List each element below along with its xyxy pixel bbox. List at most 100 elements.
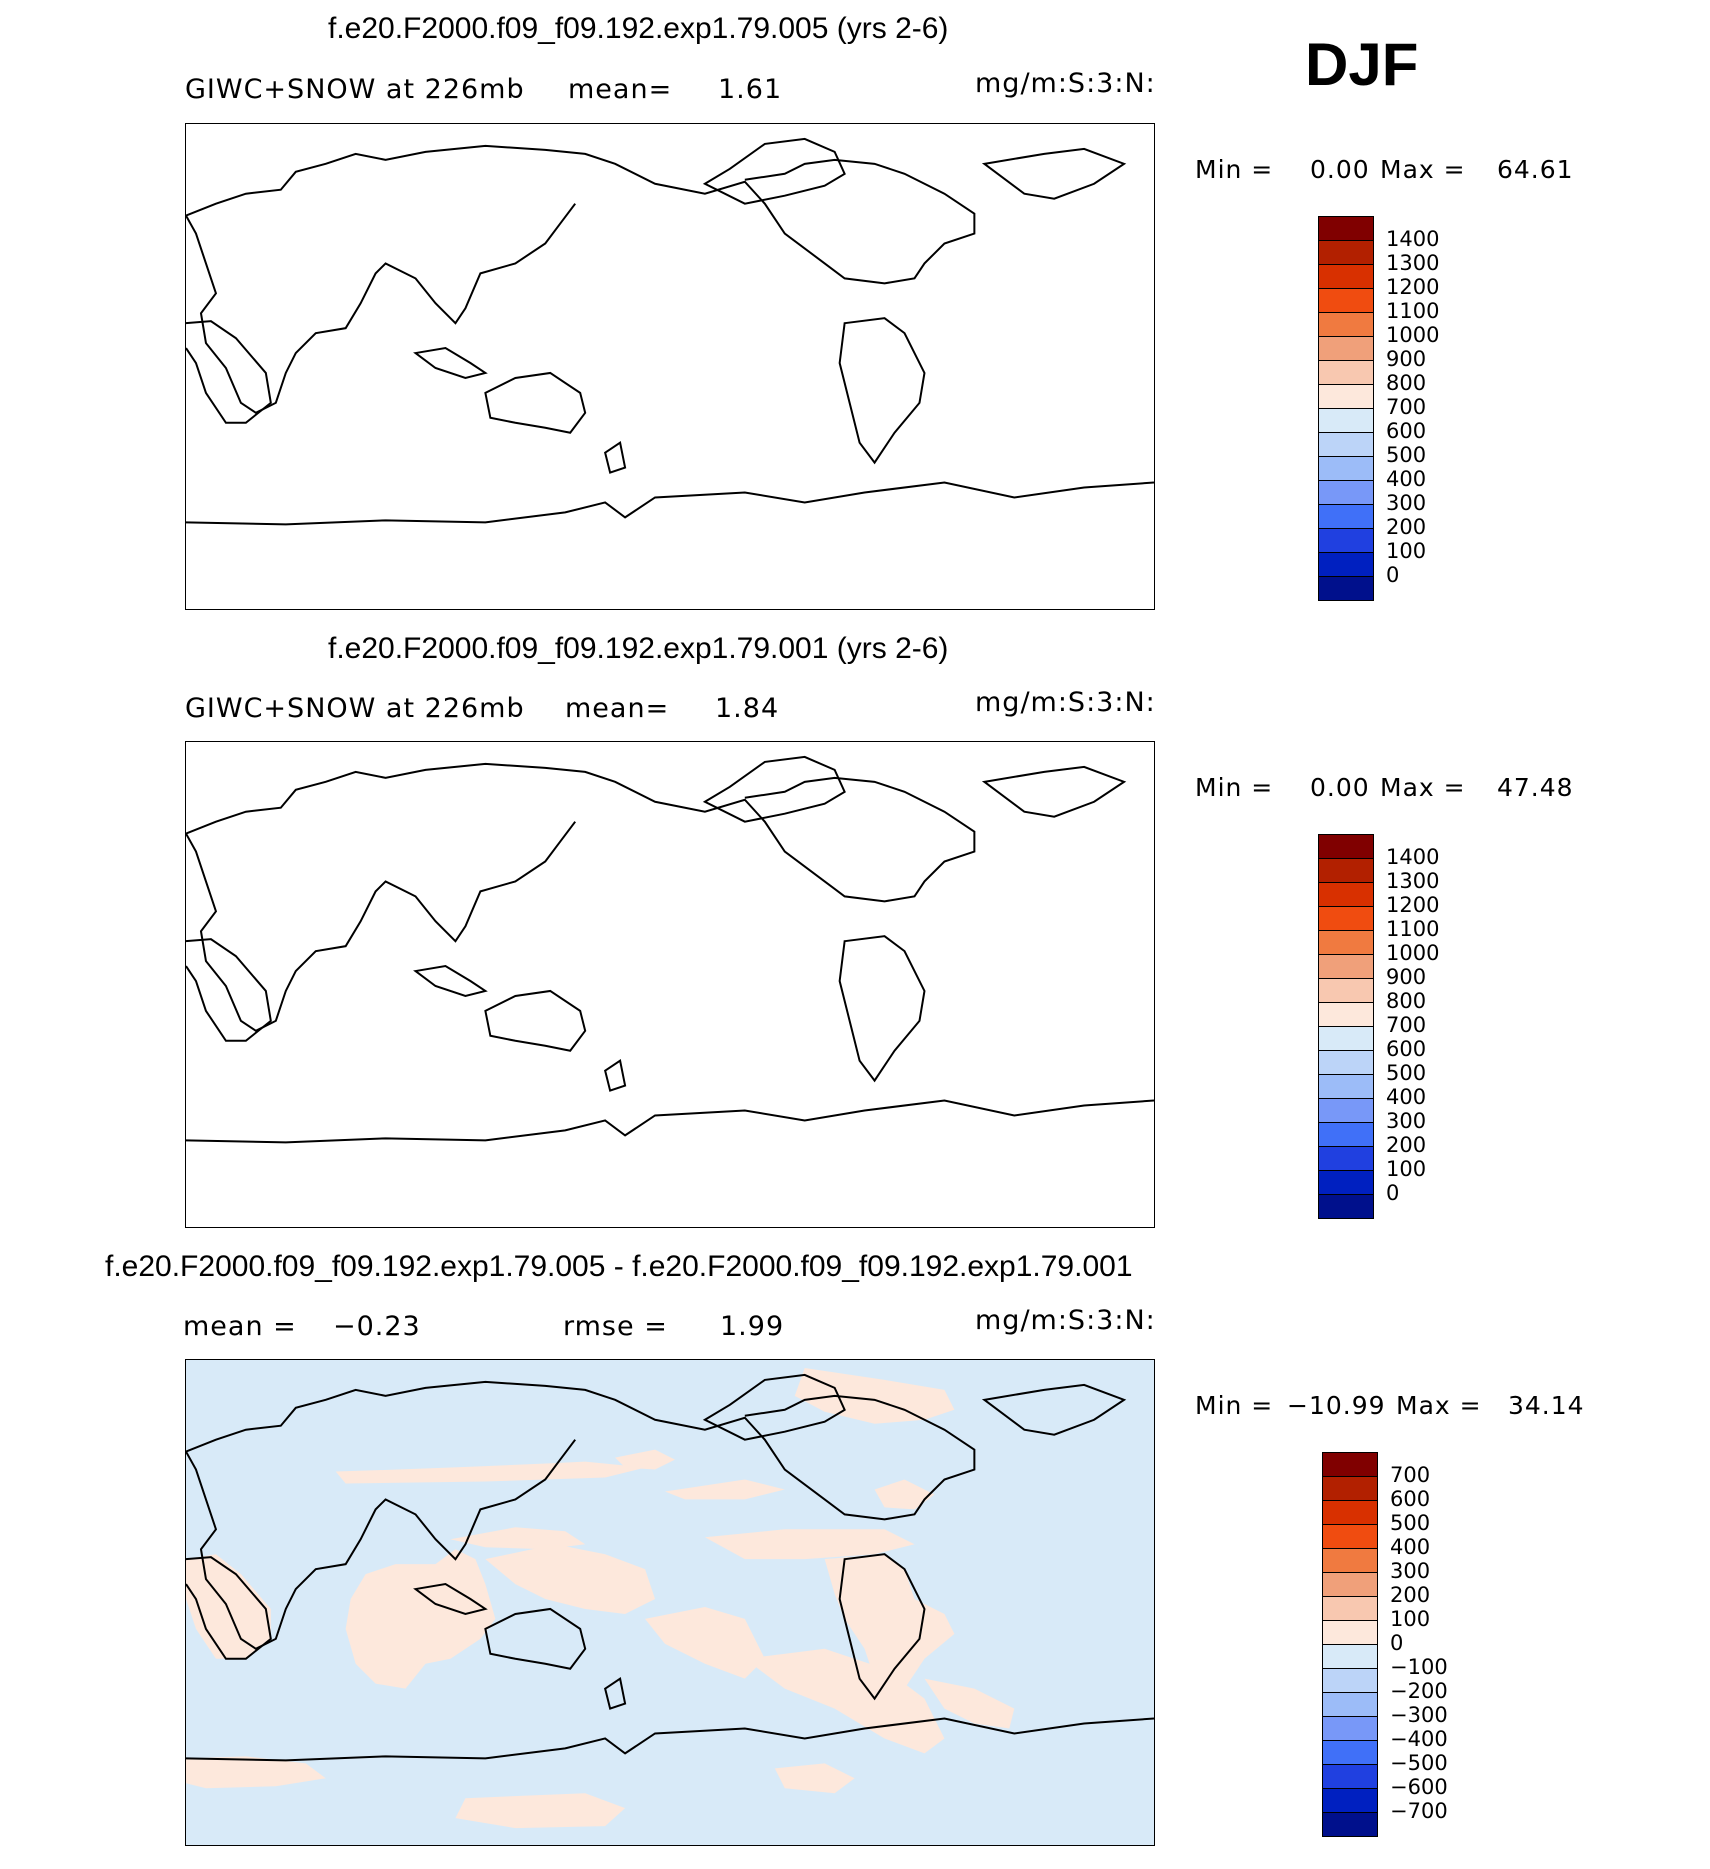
panel3-mean-value: −0.23 [333,1311,421,1342]
coastline-path [186,938,272,1042]
panel3-min-value: −10.99 [1287,1391,1386,1420]
coastline-path [186,1099,1154,1144]
colorbar-tick-label: 300 [1386,1109,1427,1133]
colorbar-swatch [1318,480,1374,505]
coastline-path [838,935,926,1083]
panel2-colorbar: 1400 1300 1200 1100 1000 900 800 700 600 500 400 30… [1318,834,1466,1219]
panel3-max-label: Max = [1396,1391,1482,1420]
colorbar-swatch [1322,1788,1378,1813]
colorbar-swatch [1322,1740,1378,1765]
coastline-path [484,989,587,1052]
panel2-max-value: 47.48 [1497,773,1574,802]
panel2-title: f.e20.F2000.f09_f09.192.exp1.79.001 (yrs… [328,632,949,665]
colorbar-swatch [1322,1524,1378,1549]
panel1-mean-label: mean= [568,74,673,105]
colorbar-tick-label: 1000 [1386,941,1440,965]
colorbar-tick-label: 1100 [1386,299,1440,323]
colorbar-tick-label: 100 [1386,1157,1427,1181]
panel1-variable-label: GIWC+SNOW at 226mb [185,74,525,105]
colorbar-tick-label: 600 [1386,419,1427,443]
panel1-max-label: Max = [1380,155,1466,184]
colorbar-swatch [1322,1572,1378,1597]
panel3-map [185,1359,1155,1846]
colorbar-swatch [1322,1476,1378,1501]
coastline-path [186,1380,976,1521]
colorbar-swatch [1322,1692,1378,1717]
coastline-path [186,762,976,903]
colorbar-swatch [1318,408,1374,433]
colorbar-swatch [1318,834,1374,859]
colorbar-tick-label: 100 [1390,1607,1431,1631]
colorbar-tick-label: 300 [1386,491,1427,515]
colorbar-swatch [1318,1146,1374,1171]
colorbar-swatch [1318,312,1374,337]
colorbar-swatch [1318,528,1374,553]
coastline-path [186,320,272,424]
colorbar-swatch [1318,432,1374,457]
colorbar-tick-label: −700 [1390,1799,1448,1823]
panel3-mean-label: mean = [183,1311,297,1342]
colorbar-swatch [1318,216,1374,241]
panel3-title: f.e20.F2000.f09_f09.192.exp1.79.005 - f.… [105,1250,1133,1283]
colorbar-tick-label: −500 [1390,1751,1448,1775]
colorbar-swatch [1318,882,1374,907]
panel2-mean-label: mean= [565,693,670,724]
colorbar-swatch [1318,1002,1374,1027]
colorbar-tick-label: 1400 [1386,227,1440,251]
colorbar-tick-label: 600 [1386,1037,1427,1061]
colorbar-tick-label: −400 [1390,1727,1448,1751]
colorbar-tick-label: 700 [1386,395,1427,419]
colorbar-swatch [1318,1098,1374,1123]
panel1-map [185,123,1155,610]
colorbar-tick-label: 400 [1386,1085,1427,1109]
colorbar-swatch [1318,1194,1374,1219]
panel3-min-label: Min = [1195,1391,1274,1420]
colorbar-swatch [1318,1074,1374,1099]
colorbar-tick-label: 200 [1386,1133,1427,1157]
panel2-variable-label: GIWC+SNOW at 226mb [185,693,525,724]
colorbar-swatch [1318,288,1374,313]
positive-difference-regions [186,1367,1015,1829]
colorbar-swatch [1322,1596,1378,1621]
panel1-min-label: Min = [1195,155,1274,184]
colorbar-tick-label: 1300 [1386,869,1440,893]
coastline-path [186,1439,576,1650]
coastline-path [981,1383,1127,1436]
panel1-min-value: 0.00 [1310,155,1370,184]
colorbar-tick-label: 700 [1386,1013,1427,1037]
coastline-path [413,347,488,379]
colorbar-tick-label: 200 [1390,1583,1431,1607]
panel1-coastlines [186,137,1154,526]
panel3-rmse-value: 1.99 [720,1311,785,1342]
panel2-mean-value: 1.84 [715,693,780,724]
panel2-min-label: Min = [1195,773,1274,802]
colorbar-swatch [1318,906,1374,931]
colorbar-swatch [1318,456,1374,481]
colorbar-swatch [1318,978,1374,1003]
coastline-path [981,147,1127,200]
colorbar-swatch [1322,1500,1378,1525]
colorbar-swatch [1318,1050,1374,1075]
colorbar-tick-label: 1200 [1386,275,1440,299]
colorbar-swatch [1318,954,1374,979]
colorbar-tick-label: 700 [1390,1463,1431,1487]
colorbar-tick-label: 400 [1390,1535,1431,1559]
colorbar-swatch [1318,552,1374,577]
colorbar-tick-label: 1300 [1386,251,1440,275]
colorbar-tick-label: 500 [1386,1061,1427,1085]
panel2-min-value: 0.00 [1310,773,1370,802]
coastline-path [603,1059,627,1092]
colorbar-swatch [1322,1764,1378,1789]
colorbar-tick-label: 400 [1386,467,1427,491]
coastline-path [186,481,1154,526]
colorbar-tick-label: −100 [1390,1655,1448,1679]
colorbar-swatch [1318,384,1374,409]
coastline-path [838,317,926,465]
colorbar-swatch [1318,1122,1374,1147]
panel1-mean-value: 1.61 [718,74,783,105]
coastline-path [838,1553,926,1701]
colorbar-tick-label: 800 [1386,989,1427,1013]
colorbar-swatch [1322,1644,1378,1669]
panel2-units: mg/m:S:3:N: [975,687,1156,718]
colorbar-tick-label: 800 [1386,371,1427,395]
